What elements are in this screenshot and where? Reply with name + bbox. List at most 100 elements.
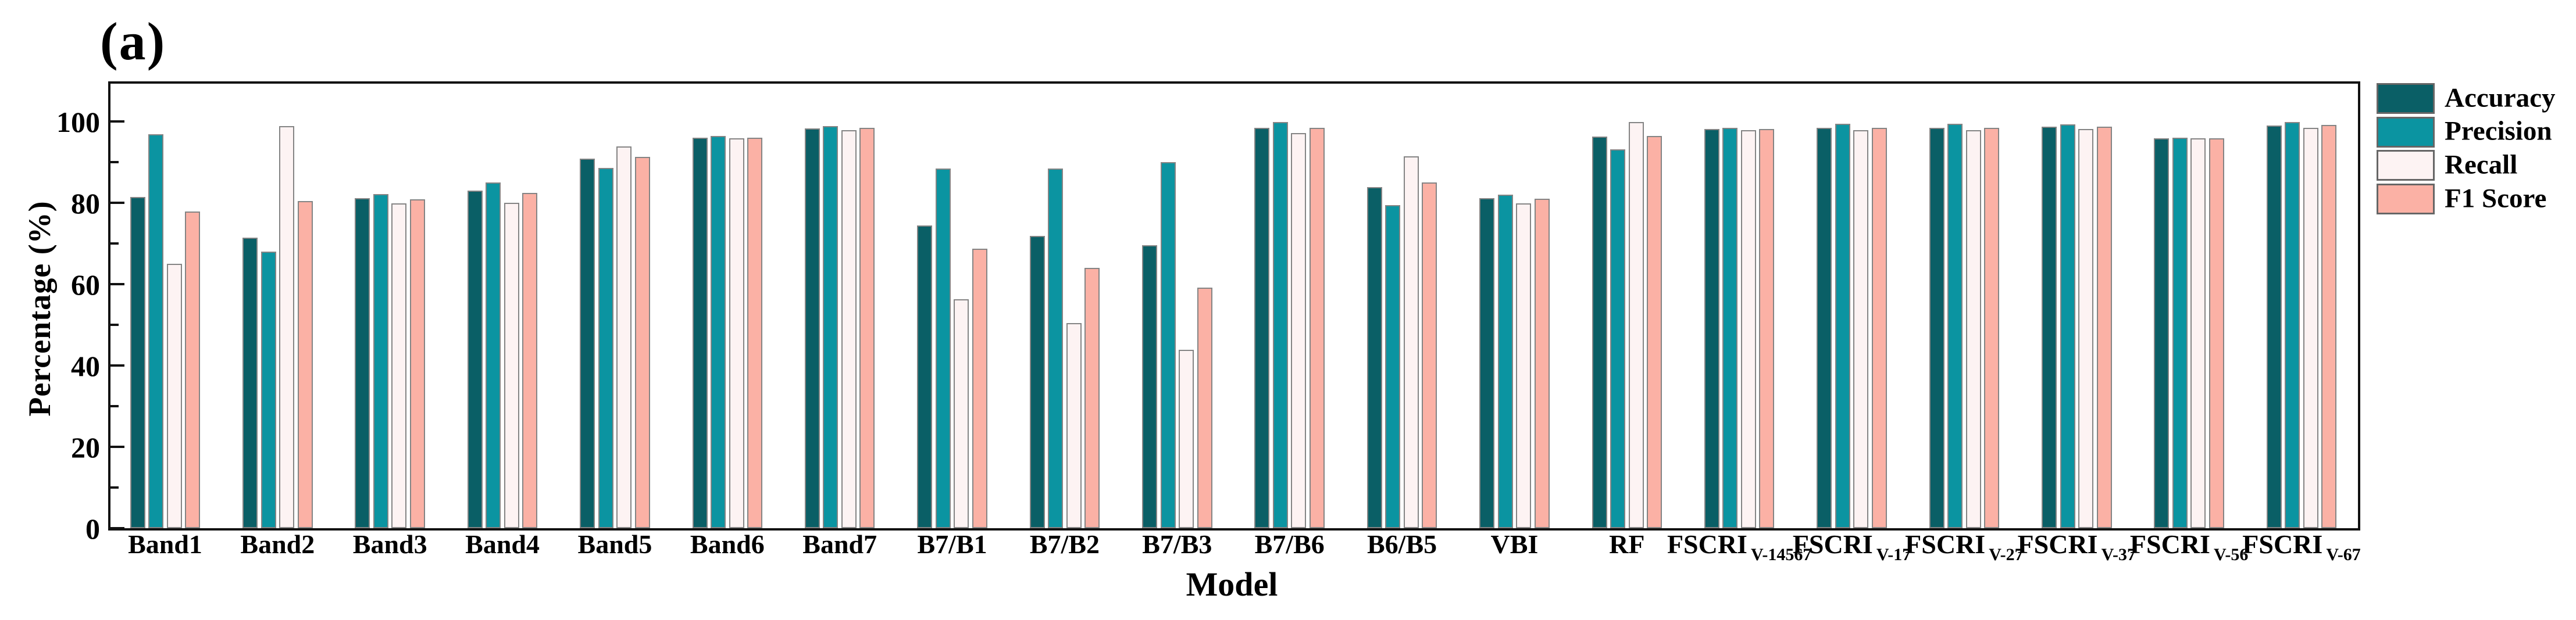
bar-recall xyxy=(1965,130,1981,528)
bar-accuracy xyxy=(1367,187,1382,528)
panel-label: (a) xyxy=(100,12,166,71)
y-tick-label: 60 xyxy=(71,268,100,301)
y-major-tick xyxy=(110,527,124,529)
bar-accuracy xyxy=(1592,136,1607,528)
bar-f1-score xyxy=(297,200,313,528)
bar-recall xyxy=(1628,121,1644,528)
bar-precision xyxy=(1610,149,1626,528)
bar-accuracy xyxy=(1929,127,1945,528)
bar-precision xyxy=(486,182,501,528)
x-category-label: FSCRI V-37 xyxy=(2017,529,2136,564)
bar-recall xyxy=(841,130,857,528)
bar-accuracy xyxy=(1479,198,1495,528)
bar-accuracy xyxy=(2154,138,2170,528)
x-category-label: B6/B5 xyxy=(1367,529,1437,559)
y-tick-label: 0 xyxy=(85,513,100,545)
x-category-label: Band6 xyxy=(690,529,765,559)
bar-precision xyxy=(1048,168,1064,528)
bar-recall xyxy=(2078,128,2094,528)
bar-f1-score xyxy=(1309,128,1325,528)
bar-accuracy xyxy=(2042,127,2057,528)
x-category-label: B7/B6 xyxy=(1254,529,1325,559)
bar-precision xyxy=(373,194,388,528)
x-category-label: VBI xyxy=(1490,529,1539,559)
bar-precision xyxy=(598,167,613,528)
x-axis-title: Model xyxy=(1186,565,1278,603)
bar-recall xyxy=(1740,130,1756,528)
bar-recall xyxy=(1179,349,1194,528)
y-tick-label: 20 xyxy=(71,431,100,464)
bar-recall xyxy=(1403,156,1419,528)
x-category-label: FSCRI V-17 xyxy=(1792,529,1911,564)
legend-label: Precision xyxy=(2445,116,2552,146)
bar-recall xyxy=(2190,138,2206,528)
bar-precision xyxy=(935,168,951,528)
bar-f1-score xyxy=(1422,182,1437,528)
bar-precision xyxy=(1722,127,1738,528)
bar-accuracy xyxy=(242,238,258,528)
bar-recall xyxy=(954,299,969,528)
bar-f1-score xyxy=(409,199,425,528)
y-major-tick xyxy=(110,446,124,448)
x-category-label: FSCRI V-56 xyxy=(2129,529,2249,564)
x-category-label: B7/B3 xyxy=(1142,529,1212,559)
bar-precision xyxy=(1272,121,1288,528)
y-major-tick xyxy=(110,364,124,367)
bar-recall xyxy=(729,138,744,528)
y-minor-tick xyxy=(110,486,119,489)
bar-recall xyxy=(279,126,295,528)
bar-precision xyxy=(1835,124,1850,528)
y-minor-tick xyxy=(110,242,119,245)
bar-f1-score xyxy=(634,156,650,528)
bar-accuracy xyxy=(130,197,145,528)
legend-label: Recall xyxy=(2445,149,2518,180)
bar-accuracy xyxy=(1142,245,1158,528)
y-minor-tick xyxy=(110,405,119,407)
bar-f1-score xyxy=(972,249,987,528)
bar-precision xyxy=(261,252,276,528)
bar-f1-score xyxy=(1647,135,1662,528)
bar-precision xyxy=(711,136,726,528)
bar-f1-score xyxy=(1871,127,1887,528)
bar-f1-score xyxy=(2321,125,2337,528)
bar-accuracy xyxy=(580,158,595,528)
bar-f1-score xyxy=(1984,127,2000,528)
bar-recall xyxy=(504,203,519,528)
x-category-label: RF xyxy=(1609,529,1645,559)
bar-accuracy xyxy=(1817,127,1832,528)
bar-precision xyxy=(2285,121,2300,528)
bar-f1-score xyxy=(2208,138,2224,528)
legend-swatch xyxy=(2377,184,2435,215)
y-major-tick xyxy=(110,283,124,285)
x-category-label: FSCRI V-14567 xyxy=(1667,529,1812,564)
bar-f1-score xyxy=(747,138,763,528)
bar-f1-score xyxy=(1759,128,1775,528)
x-category-label: Band3 xyxy=(352,529,427,559)
bar-f1-score xyxy=(185,212,201,528)
legend-label: Accuracy xyxy=(2445,83,2556,113)
bar-precision xyxy=(1160,162,1176,528)
bar-accuracy xyxy=(804,128,820,528)
bar-precision xyxy=(1385,205,1401,528)
bar-recall xyxy=(1066,323,1082,528)
legend-swatch xyxy=(2377,116,2435,148)
bar-accuracy xyxy=(467,191,483,528)
x-category-label: Band4 xyxy=(465,529,540,559)
bar-f1-score xyxy=(1084,268,1100,528)
bar-precision xyxy=(2060,124,2075,528)
x-category-label: FSCRI V-67 xyxy=(2242,529,2361,564)
x-category-label: FSCRI V-27 xyxy=(1905,529,2024,564)
bar-accuracy xyxy=(2266,126,2282,528)
y-minor-tick xyxy=(110,324,119,326)
legend-swatch xyxy=(2377,83,2435,114)
x-category-label: Band7 xyxy=(802,529,877,559)
x-category-label: Band2 xyxy=(240,529,315,559)
bar-f1-score xyxy=(859,128,875,528)
bar-f1-score xyxy=(1197,288,1212,528)
bar-accuracy xyxy=(692,138,708,528)
x-category-label: Band5 xyxy=(577,529,652,559)
x-category-label: B7/B1 xyxy=(917,529,987,559)
legend-label: F1 Score xyxy=(2445,183,2547,214)
y-major-tick xyxy=(110,120,124,123)
